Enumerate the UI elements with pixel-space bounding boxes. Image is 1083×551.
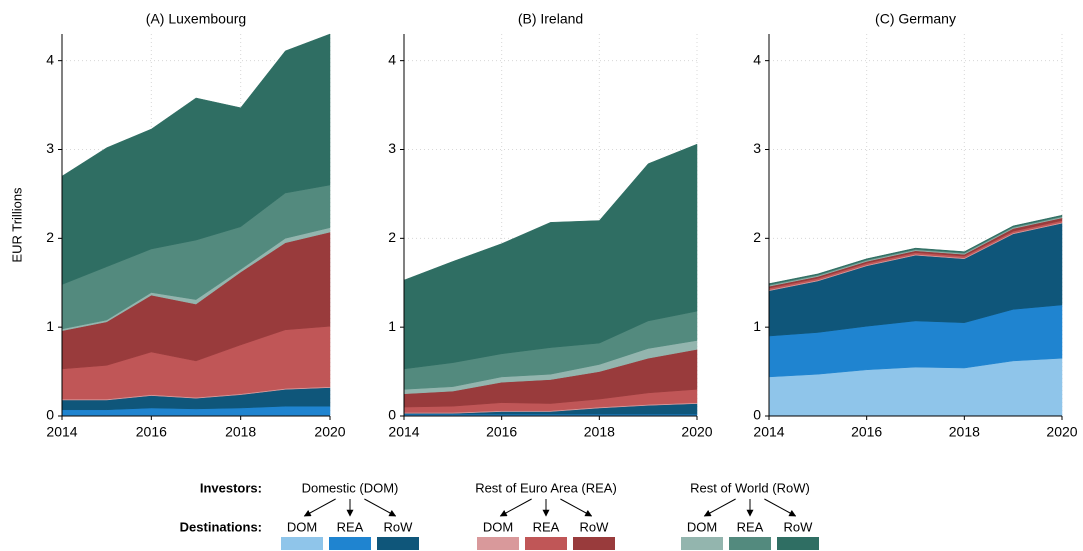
x-tick-label: 2016: [136, 424, 167, 440]
legend-destination: RoW: [580, 519, 610, 534]
legend-arrow: [560, 498, 593, 517]
legend-destination: REA: [337, 519, 364, 534]
legend-investor: Rest of Euro Area (REA): [475, 480, 617, 495]
y-tick-label: 4: [46, 51, 54, 67]
y-tick-label: 0: [388, 407, 396, 423]
area: [61, 33, 331, 285]
x-tick-label: 2020: [681, 424, 712, 440]
legend-destination: DOM: [483, 519, 513, 534]
legend-destination: DOM: [687, 519, 717, 534]
legend-arrow: [303, 498, 336, 517]
y-tick-label: 3: [46, 140, 54, 156]
panel-title: (C) Germany: [875, 11, 956, 27]
legend-swatch: [477, 537, 519, 550]
legend-arrow: [764, 498, 797, 517]
y-tick-label: 1: [753, 318, 761, 334]
area: [768, 214, 1063, 285]
legend-swatch: [525, 537, 567, 550]
legend-swatch: [377, 537, 419, 550]
legend-investor: Domestic (DOM): [302, 480, 399, 495]
legend-destination: REA: [737, 519, 764, 534]
legend-arrow: [364, 498, 397, 517]
legend-swatch: [777, 537, 819, 550]
y-tick-label: 2: [388, 229, 396, 245]
legend-destination: RoW: [384, 519, 414, 534]
legend-investors-label: Investors:: [200, 480, 262, 495]
y-tick-label: 2: [753, 229, 761, 245]
x-tick-label: 2020: [314, 424, 345, 440]
legend-destination: DOM: [287, 519, 317, 534]
y-tick-label: 4: [388, 51, 396, 67]
legend-swatch: [681, 537, 723, 550]
y-tick-label: 4: [753, 51, 761, 67]
y-tick-label: 3: [753, 140, 761, 156]
area: [403, 143, 698, 370]
y-tick-label: 1: [388, 318, 396, 334]
legend-swatch: [281, 537, 323, 550]
x-tick-label: 2018: [584, 424, 615, 440]
x-tick-label: 2014: [46, 424, 77, 440]
y-tick-label: 3: [388, 140, 396, 156]
x-tick-label: 2020: [1046, 424, 1077, 440]
x-tick-label: 2016: [486, 424, 517, 440]
y-axis-label: EUR Trillions: [9, 187, 24, 263]
legend-destinations-label: Destinations:: [180, 519, 262, 534]
y-tick-label: 0: [46, 407, 54, 423]
y-tick-label: 1: [46, 318, 54, 334]
x-tick-label: 2018: [949, 424, 980, 440]
panel-title: (A) Luxembourg: [146, 11, 246, 27]
legend-destination: REA: [533, 519, 560, 534]
legend-arrow: [499, 498, 532, 517]
x-tick-label: 2014: [388, 424, 419, 440]
panel-title: (B) Ireland: [518, 11, 583, 27]
legend-swatch: [329, 537, 371, 550]
x-tick-label: 2014: [753, 424, 784, 440]
legend-swatch: [573, 537, 615, 550]
x-tick-label: 2016: [851, 424, 882, 440]
x-tick-label: 2018: [225, 424, 256, 440]
y-tick-label: 2: [46, 229, 54, 245]
legend-investor: Rest of World (RoW): [690, 480, 810, 495]
legend-arrow: [703, 498, 736, 517]
y-tick-label: 0: [753, 407, 761, 423]
legend-destination: RoW: [784, 519, 814, 534]
legend-swatch: [729, 537, 771, 550]
